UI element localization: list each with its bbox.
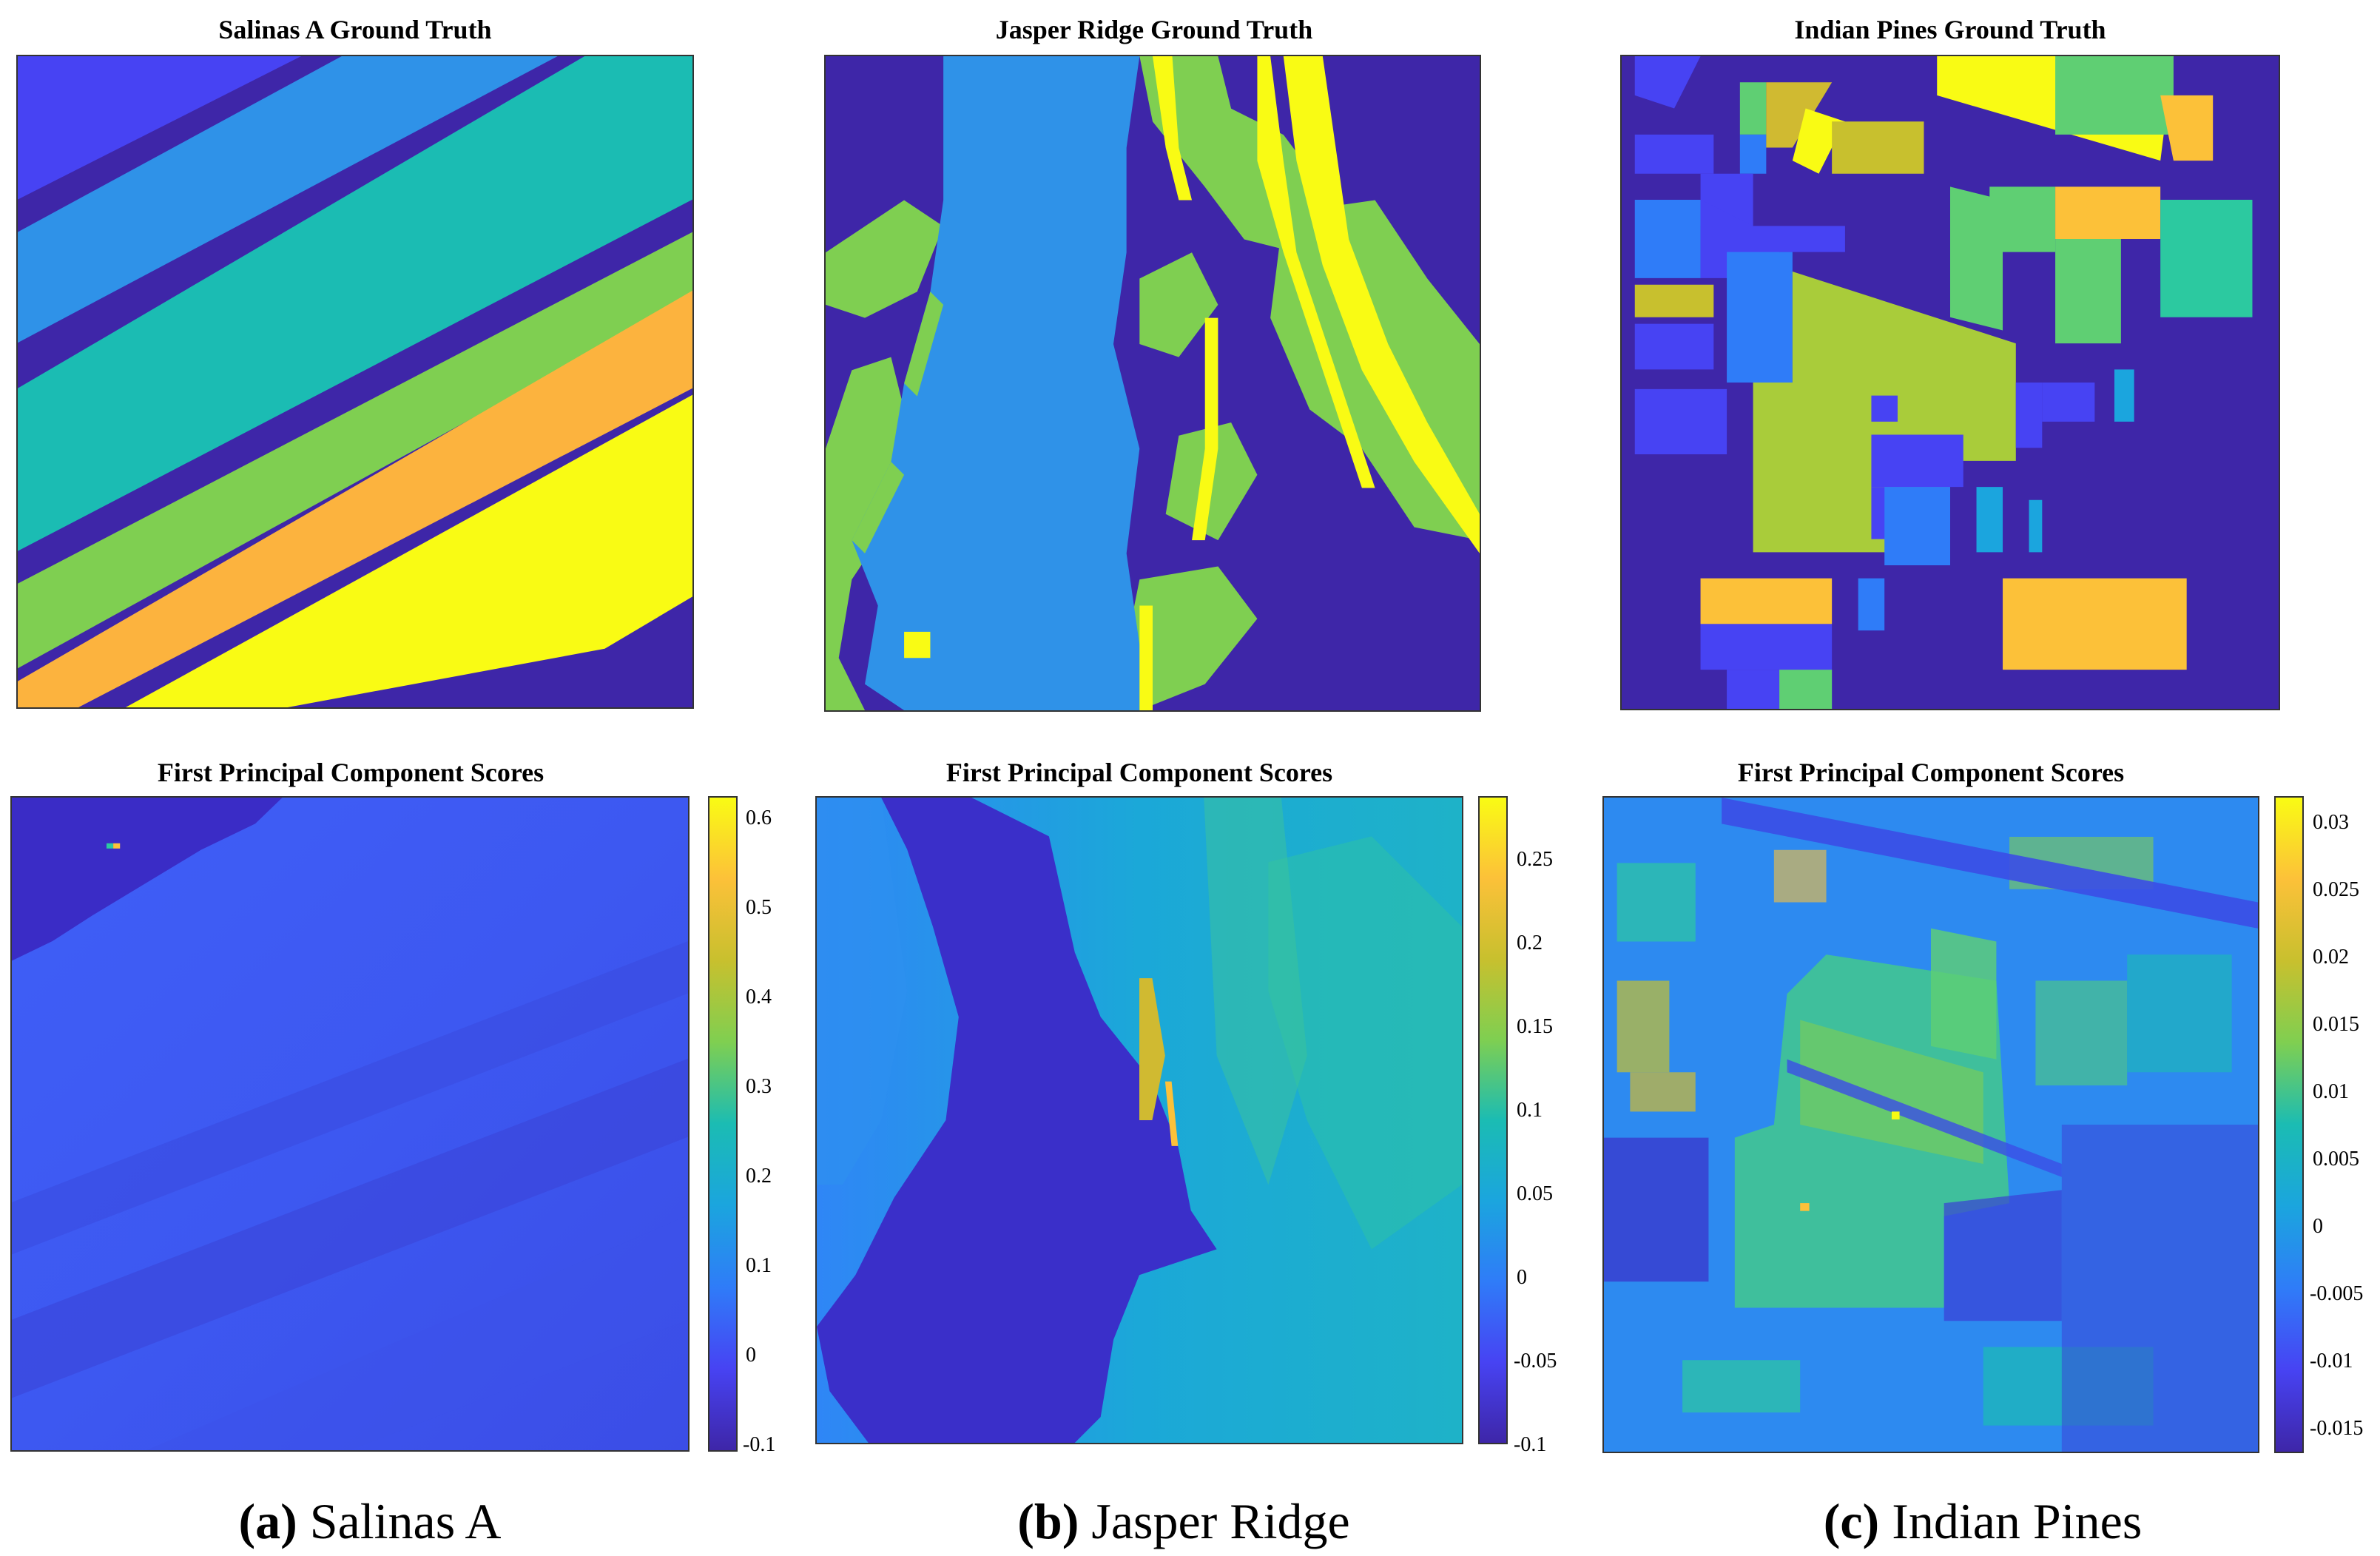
colorbar-tick: 0 — [746, 1344, 756, 1367]
caption-a: (a) Salinas A — [148, 1493, 592, 1549]
colorbar-tick: 0 — [2313, 1215, 2323, 1238]
salinas-ground-truth-map — [16, 55, 694, 709]
indian-pines-ground-truth-title: Indian Pines Ground Truth — [1794, 15, 2106, 44]
colorbar-tick: 0.25 — [1517, 848, 1553, 871]
indian-pines-ground-truth-map — [1620, 55, 2280, 710]
colorbar-tick: -0.1 — [1514, 1433, 1547, 1456]
salinas-pc-scores-map — [10, 796, 690, 1452]
caption-b-name: Jasper Ridge — [1079, 1493, 1350, 1549]
colorbar-tick: 0.2 — [746, 1165, 772, 1188]
jasper-pc-title: First Principal Component Scores — [945, 758, 1333, 787]
jasper-ground-truth-title: Jasper Ridge Ground Truth — [995, 15, 1313, 44]
jasper-pc-scores-map — [815, 796, 1463, 1444]
colorbar-tick: 0.03 — [2313, 811, 2349, 834]
caption-a-letter: (a) — [238, 1493, 297, 1549]
caption-b: (b) Jasper Ridge — [925, 1493, 1443, 1549]
colorbar-tick: 0.3 — [746, 1075, 772, 1098]
colorbar-tick: 0.05 — [1517, 1182, 1553, 1205]
colorbar-tick: 0.15 — [1517, 1015, 1553, 1038]
colorbar-tick: 0 — [1517, 1266, 1527, 1289]
colorbar-tick: 0.4 — [746, 986, 772, 1008]
jasper-ground-truth-map — [824, 55, 1481, 712]
colorbar-tick: 0.1 — [746, 1254, 772, 1277]
indian-pines-pc-title: First Principal Component Scores — [1737, 758, 2125, 787]
salinas-colorbar — [708, 796, 738, 1452]
colorbar-tick: -0.005 — [2310, 1282, 2364, 1305]
colorbar-tick: 0.025 — [2313, 878, 2359, 901]
caption-c: (c) Indian Pines — [1724, 1493, 2242, 1549]
salinas-pc-title: First Principal Component Scores — [157, 758, 545, 787]
colorbar-tick: -0.1 — [743, 1433, 776, 1456]
colorbar-tick: 0.01 — [2313, 1080, 2349, 1103]
caption-b-letter: (b) — [1017, 1493, 1079, 1549]
colorbar-tick: 0.005 — [2313, 1148, 2359, 1171]
caption-c-name: Indian Pines — [1879, 1493, 2143, 1549]
indian-pines-pc-scores-map — [1602, 796, 2259, 1453]
colorbar-tick: -0.01 — [2310, 1350, 2353, 1373]
colorbar-tick: -0.015 — [2310, 1417, 2364, 1440]
salinas-ground-truth-title: Salinas A Ground Truth — [218, 15, 492, 44]
colorbar-tick: 0.6 — [746, 806, 772, 829]
caption-a-name: Salinas A — [297, 1493, 502, 1549]
colorbar-tick: 0.1 — [1517, 1099, 1543, 1122]
caption-c-letter: (c) — [1823, 1493, 1880, 1549]
colorbar-tick: 0.015 — [2313, 1013, 2359, 1036]
colorbar-tick: 0.2 — [1517, 932, 1543, 954]
colorbar-tick: 0.5 — [746, 896, 772, 919]
colorbar-tick: 0.02 — [2313, 946, 2349, 969]
jasper-colorbar — [1478, 796, 1508, 1444]
colorbar-tick: -0.05 — [1514, 1350, 1557, 1373]
indian-pines-colorbar — [2274, 796, 2304, 1453]
